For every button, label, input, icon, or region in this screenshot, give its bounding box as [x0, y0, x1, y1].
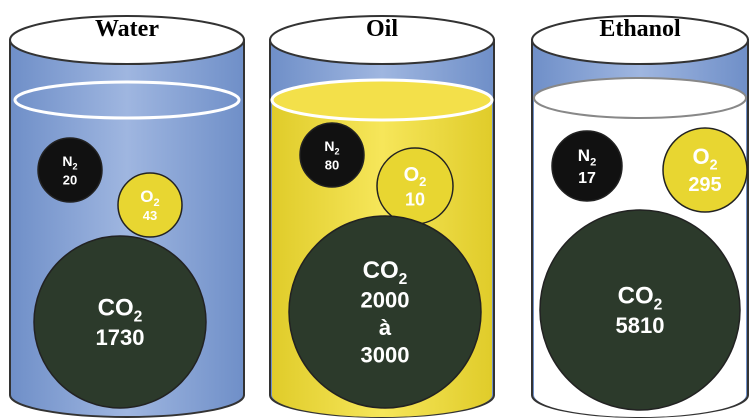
bubble: [33, 235, 207, 409]
formula: CO: [363, 257, 399, 284]
formula: N: [578, 146, 590, 165]
gas-bubble: N2 17: [551, 130, 623, 202]
gas-formula: CO2: [618, 282, 663, 313]
container-title: Water: [95, 16, 159, 42]
bubble: [551, 130, 623, 202]
gas-value: 1730: [96, 325, 145, 350]
subscript: 2: [419, 174, 426, 189]
container-title: Ethanol: [599, 16, 681, 42]
bubble: [37, 137, 103, 203]
gas-value: 3000: [361, 342, 410, 367]
bubble: [117, 172, 183, 238]
gas-value: 17: [578, 170, 596, 187]
gas-formula: N2: [62, 153, 77, 172]
gas-value: 295: [688, 174, 721, 196]
subscript: 2: [335, 147, 340, 157]
subscript: 2: [399, 271, 408, 288]
gas-formula: O2: [140, 187, 159, 209]
bubble: [299, 122, 365, 188]
bubble: [662, 127, 748, 213]
gas-value: 2000: [361, 287, 410, 312]
subscript: 2: [134, 308, 143, 325]
gas-value: 5810: [616, 313, 665, 338]
gas-formula: O2: [692, 144, 717, 174]
subscript: 2: [710, 158, 718, 174]
gas-value: 80: [325, 157, 339, 172]
gas-value: 10: [405, 189, 425, 209]
gas-formula: N2: [578, 146, 596, 168]
formula: O: [692, 144, 709, 169]
bubble: [539, 209, 741, 411]
bubble: [288, 215, 482, 409]
bubble: [376, 147, 454, 225]
formula: CO: [618, 282, 654, 309]
subscript: 2: [73, 162, 78, 172]
formula: CO: [98, 294, 134, 321]
formula: N: [324, 138, 334, 154]
formula: O: [140, 187, 153, 206]
gas-formula: CO2: [98, 294, 143, 325]
formula: O: [404, 164, 420, 186]
gas-value: 43: [143, 208, 157, 223]
gas-formula: O2: [404, 164, 427, 189]
formula: N: [62, 153, 72, 169]
gas-value: 20: [63, 172, 77, 187]
subscript: 2: [590, 156, 596, 168]
gas-formula: N2: [324, 138, 339, 157]
container-title: Oil: [366, 16, 398, 42]
gas-formula: CO2: [363, 257, 408, 288]
subscript: 2: [154, 197, 160, 209]
subscript: 2: [654, 296, 663, 313]
gas-value: à: [379, 315, 392, 340]
